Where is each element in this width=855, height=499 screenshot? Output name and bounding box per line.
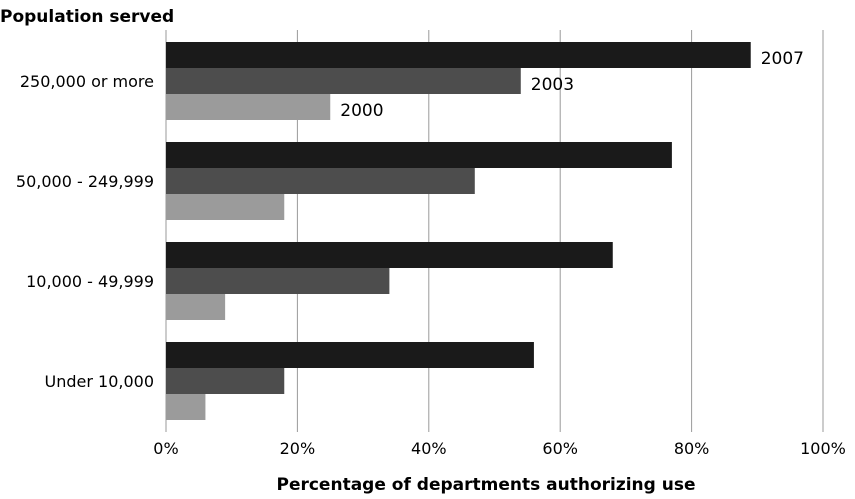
- x-tick-label: 0%: [153, 439, 178, 458]
- category-label: Under 10,000: [45, 372, 155, 391]
- x-tick-label: 80%: [674, 439, 710, 458]
- bar: [166, 142, 672, 168]
- y-axis-title: Population served: [0, 7, 174, 27]
- category-label: 10,000 - 49,999: [26, 272, 154, 291]
- bars: [166, 42, 751, 420]
- x-tick-label: 60%: [542, 439, 578, 458]
- bar: [166, 68, 521, 94]
- bar: [166, 242, 613, 268]
- x-axis-title: Percentage of departments authorizing us…: [276, 475, 695, 495]
- x-tick-label: 20%: [280, 439, 316, 458]
- bar: [166, 194, 285, 220]
- bar: [166, 294, 226, 320]
- series-labels: 2007 2003 2000: [340, 49, 804, 121]
- bar: [166, 42, 751, 68]
- x-tick-labels: 0% 20% 40% 60% 80% 100%: [153, 439, 846, 458]
- category-label: 50,000 - 249,999: [16, 172, 154, 191]
- series-label: 2000: [340, 101, 383, 121]
- bar: [166, 168, 475, 194]
- bar: [166, 268, 390, 294]
- bar: [166, 368, 285, 394]
- series-label: 2003: [531, 75, 574, 95]
- bar: [166, 94, 331, 120]
- bar: [166, 394, 206, 420]
- category-label: 250,000 or more: [20, 72, 154, 91]
- series-label: 2007: [761, 49, 804, 69]
- x-tick-label: 40%: [411, 439, 447, 458]
- bar: [166, 342, 534, 368]
- category-labels: 250,000 or more 50,000 - 249,999 10,000 - …: [16, 72, 154, 391]
- x-tick-label: 100%: [800, 439, 846, 458]
